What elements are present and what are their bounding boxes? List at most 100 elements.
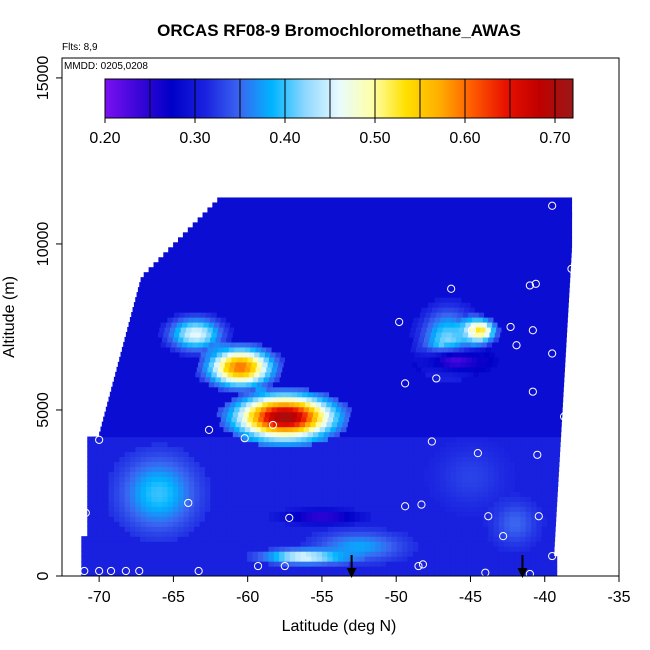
heatmap-cell bbox=[354, 446, 361, 453]
heatmap-cell bbox=[490, 307, 497, 313]
heatmap-cell bbox=[195, 351, 202, 358]
heatmap-cell bbox=[536, 396, 543, 403]
heatmap-cell bbox=[210, 441, 217, 448]
heatmap-cell bbox=[92, 486, 99, 492]
heatmap-cell bbox=[149, 321, 156, 328]
heatmap-cell bbox=[291, 391, 298, 398]
heatmap-cell bbox=[484, 371, 491, 378]
heatmap-cell bbox=[520, 466, 527, 473]
heatmap-cell bbox=[378, 406, 385, 413]
heatmap-cell bbox=[258, 491, 265, 497]
heatmap-cell bbox=[503, 541, 510, 547]
heatmap-cell bbox=[377, 391, 384, 398]
heatmap-cell bbox=[172, 511, 179, 517]
heatmap-cell bbox=[520, 486, 527, 492]
heatmap-cell bbox=[488, 451, 495, 458]
heatmap-cell bbox=[521, 411, 528, 418]
heatmap-cell bbox=[516, 391, 523, 398]
heatmap-cell bbox=[183, 491, 190, 497]
heatmap-cell bbox=[279, 556, 286, 562]
heatmap-cell bbox=[254, 292, 261, 298]
heatmap-cell bbox=[305, 361, 311, 368]
heatmap-cell bbox=[531, 436, 538, 443]
heatmap-cell bbox=[321, 302, 327, 308]
heatmap-cell bbox=[338, 501, 345, 507]
heatmap-cell bbox=[246, 421, 253, 428]
heatmap-cell bbox=[515, 451, 521, 458]
heatmap-cell bbox=[418, 556, 425, 562]
heatmap-cell bbox=[135, 446, 142, 453]
heatmap-cell bbox=[175, 366, 182, 373]
heatmap-cell bbox=[350, 371, 357, 378]
heatmap-cell bbox=[441, 292, 448, 298]
heatmap-cell bbox=[149, 381, 156, 388]
heatmap-cell bbox=[364, 561, 371, 567]
heatmap-cell bbox=[247, 471, 254, 477]
heatmap-cell bbox=[210, 491, 217, 497]
heatmap-cell bbox=[140, 476, 147, 482]
heatmap-cell bbox=[359, 466, 366, 473]
heatmap-cell bbox=[460, 571, 467, 576]
heatmap-cell bbox=[264, 411, 271, 418]
heatmap-cell bbox=[373, 326, 380, 333]
heatmap-cell bbox=[510, 371, 517, 378]
heatmap-cell bbox=[469, 307, 476, 313]
heatmap-cell bbox=[429, 501, 436, 507]
heatmap-cell bbox=[391, 571, 398, 576]
heatmap-cell bbox=[292, 326, 299, 333]
heatmap-cell bbox=[224, 361, 231, 368]
heatmap-cell bbox=[248, 292, 255, 298]
heatmap-cell bbox=[392, 496, 398, 502]
heatmap-cell bbox=[113, 541, 120, 547]
heatmap-cell bbox=[461, 471, 468, 477]
heatmap-cell bbox=[147, 391, 154, 398]
heatmap-cell bbox=[236, 551, 243, 557]
heatmap-cell bbox=[164, 287, 171, 293]
heatmap-cell bbox=[124, 541, 131, 547]
heatmap-cell bbox=[183, 376, 190, 383]
heatmap-cell bbox=[231, 556, 237, 562]
heatmap-cell bbox=[434, 297, 441, 303]
heatmap-cell bbox=[307, 292, 314, 298]
heatmap-cell bbox=[386, 491, 393, 497]
heatmap-cell bbox=[306, 336, 313, 343]
heatmap-cell bbox=[429, 436, 436, 443]
heatmap-cell bbox=[226, 471, 233, 477]
heatmap-cell bbox=[97, 511, 104, 517]
heatmap-cell bbox=[365, 526, 372, 532]
heatmap-cell bbox=[119, 441, 126, 448]
heatmap-cell bbox=[349, 376, 356, 383]
heatmap-cell bbox=[121, 426, 128, 433]
heatmap-cell bbox=[406, 302, 413, 308]
heatmap-cell bbox=[509, 481, 516, 487]
heatmap-cell bbox=[260, 326, 267, 333]
heatmap-cell bbox=[165, 421, 172, 428]
heatmap-cell bbox=[172, 317, 179, 323]
heatmap-cell bbox=[535, 561, 542, 567]
heatmap-cell bbox=[521, 431, 528, 438]
heatmap-cell bbox=[215, 396, 222, 403]
heatmap-cell bbox=[552, 481, 559, 487]
heatmap-cell bbox=[520, 491, 527, 497]
heatmap-cell bbox=[520, 416, 527, 423]
heatmap-cell bbox=[484, 431, 491, 438]
heatmap-cell bbox=[363, 302, 370, 308]
heatmap-cell bbox=[402, 546, 409, 552]
heatmap-cell bbox=[369, 421, 376, 428]
heatmap-cell bbox=[269, 521, 276, 527]
heatmap-cell bbox=[394, 426, 401, 433]
heatmap-cell bbox=[482, 476, 489, 482]
heatmap-cell bbox=[252, 317, 259, 323]
heatmap-cell bbox=[191, 346, 198, 353]
heatmap-cell bbox=[478, 312, 485, 318]
heatmap-cell bbox=[199, 471, 206, 477]
heatmap-cell bbox=[504, 451, 511, 458]
heatmap-cell bbox=[394, 366, 401, 373]
heatmap-cell bbox=[359, 536, 366, 542]
heatmap-cell bbox=[381, 481, 388, 487]
heatmap-cell bbox=[450, 441, 457, 448]
heatmap-cell bbox=[198, 556, 205, 562]
heatmap-cell bbox=[108, 536, 114, 542]
heatmap-cell bbox=[506, 406, 513, 413]
heatmap-cell bbox=[402, 486, 409, 492]
